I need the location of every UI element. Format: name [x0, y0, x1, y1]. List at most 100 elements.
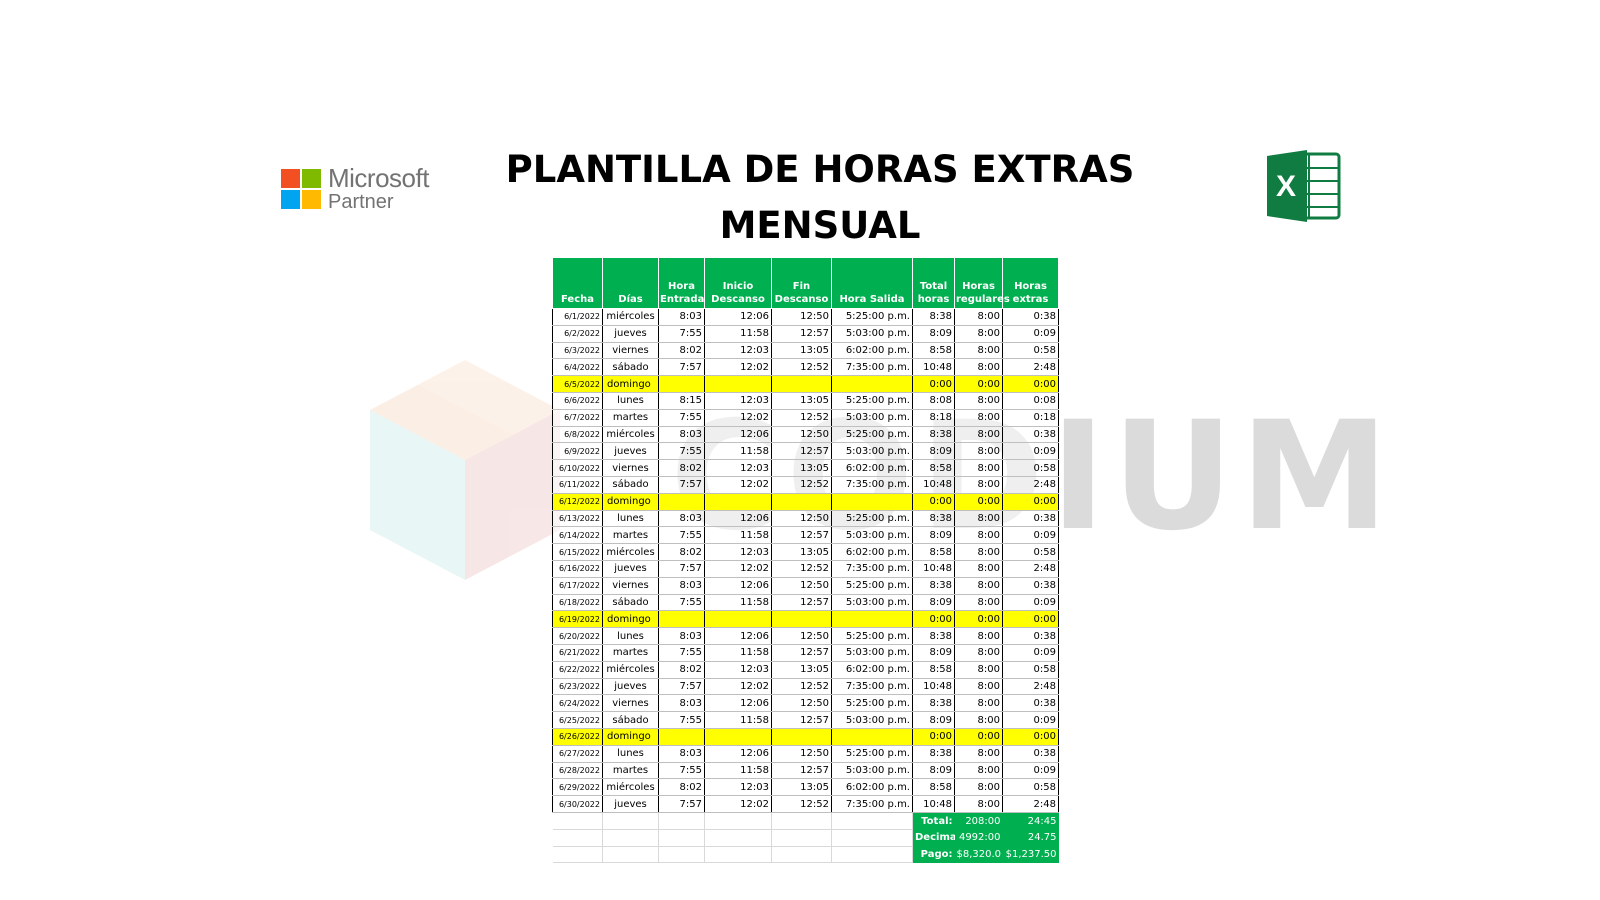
table-cell[interactable]: martes [602, 526, 659, 545]
table-cell[interactable]: 11:58 [704, 442, 772, 461]
table-cell[interactable]: 7:55 [658, 442, 705, 461]
table-cell[interactable]: 12:02 [704, 358, 772, 377]
table-cell[interactable]: 6/5/2022 [552, 375, 603, 393]
table-cell[interactable]: 8:58 [912, 342, 955, 360]
table-cell[interactable]: 12:03 [704, 392, 772, 410]
table-cell[interactable]: 12:50 [771, 627, 832, 645]
table-cell[interactable]: 11:58 [704, 711, 772, 729]
empty-cell[interactable] [771, 829, 832, 847]
table-cell[interactable]: 0:09 [1002, 762, 1059, 780]
table-cell[interactable]: 8:03 [658, 577, 705, 595]
table-cell[interactable]: 8:00 [954, 342, 1003, 360]
empty-cell[interactable] [771, 812, 832, 830]
table-cell[interactable]: miércoles [602, 778, 659, 797]
table-cell[interactable]: 0:58 [1002, 342, 1059, 360]
table-cell[interactable]: 12:06 [704, 426, 772, 444]
table-cell[interactable]: 12:02 [704, 560, 772, 578]
table-cell[interactable]: 2:48 [1002, 560, 1059, 578]
table-cell[interactable]: 6:02:00 p.m. [831, 778, 913, 797]
table-cell[interactable] [771, 493, 832, 511]
table-cell[interactable]: 11:58 [704, 762, 772, 780]
table-cell[interactable]: 8:03 [658, 627, 705, 645]
table-cell[interactable]: lunes [602, 392, 659, 410]
table-cell[interactable]: 8:00 [954, 661, 1003, 679]
table-cell[interactable]: 0:38 [1002, 308, 1059, 326]
table-cell[interactable]: 7:55 [658, 762, 705, 780]
table-cell[interactable]: 12:57 [771, 762, 832, 780]
table-cell[interactable]: 7:35:00 p.m. [831, 560, 913, 578]
col-header[interactable]: Horas regulares [954, 257, 1010, 309]
table-cell[interactable]: 12:52 [771, 678, 832, 696]
table-cell[interactable]: lunes [602, 745, 659, 763]
table-cell[interactable]: 8:00 [954, 392, 1003, 410]
table-cell[interactable]: 8:02 [658, 661, 705, 679]
table-cell[interactable]: 12:06 [704, 627, 772, 645]
table-cell[interactable]: 8:00 [954, 594, 1003, 612]
table-cell[interactable]: 12:02 [704, 476, 772, 494]
table-cell[interactable]: 2:48 [1002, 476, 1059, 494]
table-cell[interactable]: 6/29/2022 [552, 778, 603, 797]
table-cell[interactable]: viernes [602, 342, 659, 360]
table-cell[interactable]: 0:38 [1002, 577, 1059, 595]
table-cell[interactable]: 5:25:00 p.m. [831, 745, 913, 763]
empty-cell[interactable] [771, 846, 832, 864]
table-cell[interactable]: 6:02:00 p.m. [831, 342, 913, 360]
table-cell[interactable]: 12:03 [704, 459, 772, 477]
table-cell[interactable]: 13:05 [771, 661, 832, 679]
table-cell[interactable]: 7:55 [658, 711, 705, 729]
table-cell[interactable]: 2:48 [1002, 358, 1059, 377]
table-cell[interactable]: 6/16/2022 [552, 560, 603, 578]
table-cell[interactable]: jueves [602, 442, 659, 461]
table-cell[interactable]: 6/12/2022 [552, 493, 603, 511]
table-cell[interactable]: 5:25:00 p.m. [831, 627, 913, 645]
table-cell[interactable]: 0:00 [1002, 610, 1059, 629]
table-cell[interactable]: martes [602, 409, 659, 427]
table-cell[interactable] [704, 610, 772, 629]
totals-regular[interactable]: 208:00 [954, 812, 1003, 830]
table-cell[interactable]: 0:58 [1002, 543, 1059, 561]
empty-cell[interactable] [658, 812, 705, 830]
table-cell[interactable]: 0:09 [1002, 442, 1059, 461]
table-cell[interactable]: 8:00 [954, 627, 1003, 645]
table-cell[interactable]: 8:58 [912, 661, 955, 679]
table-cell[interactable]: 0:38 [1002, 694, 1059, 713]
table-cell[interactable]: 8:00 [954, 526, 1003, 545]
table-cell[interactable]: 5:25:00 p.m. [831, 392, 913, 410]
table-cell[interactable]: 8:00 [954, 711, 1003, 729]
table-cell[interactable]: 6/27/2022 [552, 745, 603, 763]
table-cell[interactable]: 6:02:00 p.m. [831, 543, 913, 561]
totals-extra[interactable]: $1,237.50 [1002, 846, 1059, 863]
table-cell[interactable]: 12:03 [704, 661, 772, 679]
table-cell[interactable]: 7:55 [658, 594, 705, 612]
table-cell[interactable]: viernes [602, 694, 659, 713]
empty-cell[interactable] [704, 846, 772, 864]
table-cell[interactable]: 8:58 [912, 459, 955, 477]
table-cell[interactable]: 10:48 [912, 795, 955, 813]
table-cell[interactable]: 8:18 [912, 409, 955, 427]
table-cell[interactable]: 12:03 [704, 342, 772, 360]
table-cell[interactable]: 8:00 [954, 325, 1003, 343]
table-cell[interactable]: 7:55 [658, 325, 705, 343]
table-cell[interactable]: 6/1/2022 [552, 308, 603, 326]
table-cell[interactable]: 6/23/2022 [552, 678, 603, 696]
table-cell[interactable]: 5:03:00 p.m. [831, 526, 913, 545]
table-cell[interactable] [704, 728, 772, 746]
table-cell[interactable]: 0:08 [1002, 392, 1059, 410]
table-cell[interactable]: 0:58 [1002, 459, 1059, 477]
table-cell[interactable]: 6/18/2022 [552, 594, 603, 612]
table-cell[interactable]: 2:48 [1002, 795, 1059, 813]
table-cell[interactable]: 0:00 [912, 493, 955, 511]
table-cell[interactable]: 6/24/2022 [552, 694, 603, 713]
table-cell[interactable]: 8:00 [954, 442, 1003, 461]
table-cell[interactable]: sábado [602, 594, 659, 612]
table-cell[interactable]: 8:38 [912, 577, 955, 595]
table-cell[interactable]: 0:00 [954, 728, 1003, 746]
table-cell[interactable]: jueves [602, 325, 659, 343]
table-cell[interactable]: 5:03:00 p.m. [831, 644, 913, 662]
table-cell[interactable]: 6/8/2022 [552, 426, 603, 444]
table-cell[interactable]: 10:48 [912, 358, 955, 377]
table-cell[interactable]: 8:38 [912, 694, 955, 713]
table-cell[interactable] [831, 610, 913, 629]
table-cell[interactable]: domingo [602, 493, 659, 511]
table-cell[interactable]: 12:57 [771, 442, 832, 461]
